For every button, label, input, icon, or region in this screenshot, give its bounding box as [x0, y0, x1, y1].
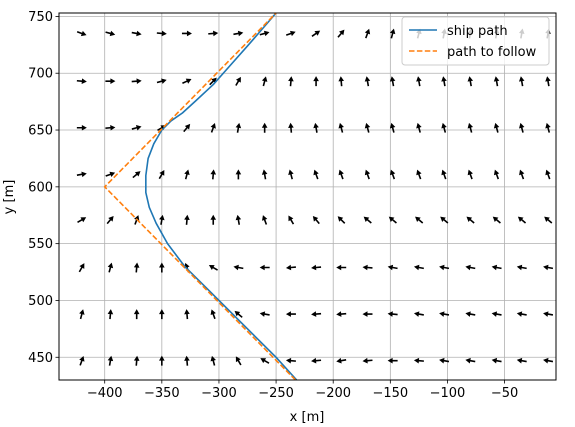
legend: ship path path to follow — [402, 17, 549, 65]
x-tick-label: −150 — [372, 386, 408, 401]
y-tick-label: 650 — [28, 124, 53, 139]
y-tick-label: 500 — [28, 294, 53, 309]
y-tick-label: 550 — [28, 237, 53, 252]
x-tick-label: −400 — [87, 386, 123, 401]
y-axis-label: y [m] — [2, 180, 17, 215]
legend-label-path-to-follow: path to follow — [447, 45, 537, 60]
x-tick-label: −200 — [315, 386, 351, 401]
legend-label-ship-path: ship path — [447, 24, 508, 39]
y-tick-label: 750 — [28, 10, 53, 25]
x-tick-label: −50 — [491, 386, 518, 401]
y-tick-label: 450 — [28, 351, 53, 366]
x-tick-label: −250 — [258, 386, 294, 401]
y-tick-label: 600 — [28, 180, 53, 195]
x-tick-label: −350 — [144, 386, 180, 401]
x-tick-label: −300 — [201, 386, 237, 401]
y-tick-label: 700 — [28, 67, 53, 82]
x-axis-label: x [m] — [290, 410, 325, 425]
x-tick-label: −100 — [430, 386, 466, 401]
